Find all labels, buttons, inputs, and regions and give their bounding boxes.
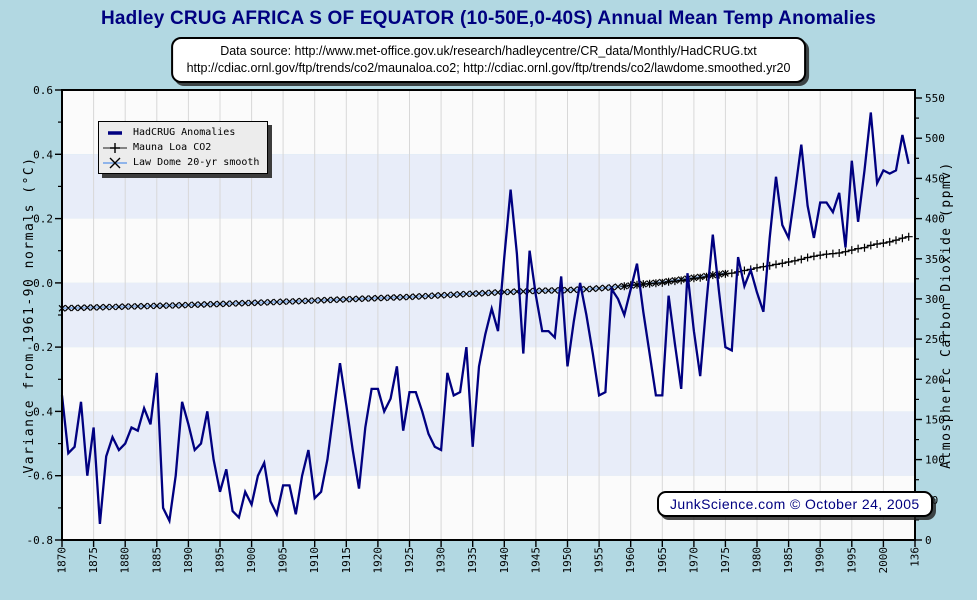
svg-text:1930: 1930 <box>435 547 448 574</box>
svg-text:1985: 1985 <box>782 547 795 574</box>
svg-text:1975: 1975 <box>719 547 732 574</box>
svg-text:1980: 1980 <box>751 547 764 574</box>
svg-text:0.2: 0.2 <box>33 213 53 226</box>
svg-text:0.6: 0.6 <box>33 84 53 97</box>
legend-item-lawdome: Law Dome 20-yr smooth <box>103 155 259 170</box>
svg-text:1880: 1880 <box>119 547 132 574</box>
svg-text:1890: 1890 <box>182 547 195 574</box>
svg-text:1965: 1965 <box>656 547 669 574</box>
legend-item-maunaloa: Mauna Loa CO2 <box>103 140 259 155</box>
svg-text:Variance from 1961-90 normals: Variance from 1961-90 normals (°C) <box>22 156 37 473</box>
svg-text:150: 150 <box>925 414 945 427</box>
svg-text:0.4: 0.4 <box>33 148 53 161</box>
svg-text:550: 550 <box>925 92 945 105</box>
svg-text:1895: 1895 <box>214 547 227 574</box>
svg-text:1925: 1925 <box>403 547 416 574</box>
svg-text:1955: 1955 <box>593 547 606 574</box>
legend-label-hadcrug: HadCRUG Anomalies <box>133 127 236 138</box>
legend: HadCRUG Anomalies Mauna Loa CO2 Law Dome… <box>98 121 269 174</box>
lawdome-cross-sample-icon <box>103 157 127 168</box>
svg-text:0.0: 0.0 <box>33 277 53 290</box>
svg-text:1995: 1995 <box>845 547 858 574</box>
svg-text:250: 250 <box>925 333 945 346</box>
svg-text:1935: 1935 <box>466 547 479 574</box>
svg-text:1910: 1910 <box>308 547 321 574</box>
svg-text:1885: 1885 <box>150 547 163 574</box>
svg-text:Atmospheric Carbon Dioxide (pp: Atmospheric Carbon Dioxide (ppmv) <box>939 161 954 469</box>
legend-item-hadcrug: HadCRUG Anomalies <box>103 125 259 140</box>
svg-text:500: 500 <box>925 132 945 145</box>
svg-text:200: 200 <box>925 373 945 386</box>
svg-text:400: 400 <box>925 213 945 226</box>
svg-text:1875: 1875 <box>87 547 100 574</box>
svg-text:-0.6: -0.6 <box>27 470 54 483</box>
svg-text:1915: 1915 <box>340 547 353 574</box>
source-line-2: http://cdiac.ornl.gov/ftp/trends/co2/mau… <box>186 61 791 75</box>
svg-text:-0.2: -0.2 <box>27 341 54 354</box>
svg-text:1945: 1945 <box>529 547 542 574</box>
svg-text:350: 350 <box>925 253 945 266</box>
svg-text:1950: 1950 <box>561 547 574 574</box>
svg-text:-0.8: -0.8 <box>27 534 54 547</box>
svg-text:300: 300 <box>925 293 945 306</box>
svg-text:1940: 1940 <box>498 547 511 574</box>
hadcrug-line-sample-icon <box>108 130 122 135</box>
svg-text:1970: 1970 <box>687 547 700 574</box>
svg-text:136: 136 <box>909 547 922 567</box>
maunaloa-plus-sample-icon <box>103 142 127 153</box>
svg-text:1900: 1900 <box>245 547 258 574</box>
watermark-box: JunkScience.com © October 24, 2005 <box>657 491 933 517</box>
svg-text:100: 100 <box>925 454 945 467</box>
svg-text:1960: 1960 <box>624 547 637 574</box>
data-source-box: Data source: http://www.met-office.gov.u… <box>170 37 807 83</box>
svg-text:450: 450 <box>925 172 945 185</box>
svg-text:0: 0 <box>925 534 932 547</box>
watermark-text: JunkScience.com © October 24, 2005 <box>670 496 920 512</box>
svg-text:-0.4: -0.4 <box>27 405 54 418</box>
svg-text:2000: 2000 <box>877 547 890 574</box>
page-title: Hadley CRUG AFRICA S OF EQUATOR (10-50E,… <box>100 8 877 29</box>
svg-text:1990: 1990 <box>814 547 827 574</box>
source-line-1: Data source: http://www.met-office.gov.u… <box>220 44 757 58</box>
legend-label-maunaloa: Mauna Loa CO2 <box>133 142 212 153</box>
svg-text:1905: 1905 <box>277 547 290 574</box>
legend-label-lawdome: Law Dome 20-yr smooth <box>133 157 260 168</box>
svg-text:1870: 1870 <box>56 547 69 574</box>
svg-text:1920: 1920 <box>371 547 384 574</box>
